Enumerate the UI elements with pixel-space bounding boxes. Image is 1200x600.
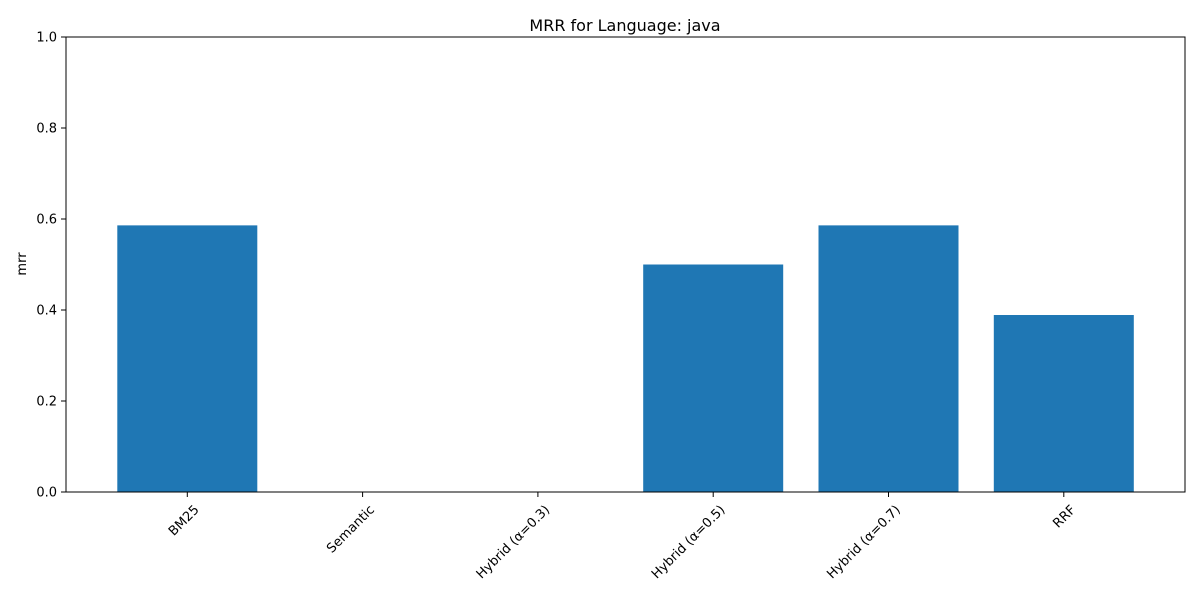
chart-title: MRR for Language: java xyxy=(529,16,720,35)
bars-group xyxy=(117,225,1134,492)
y-tick-label: 1.0 xyxy=(36,31,57,46)
bar-5 xyxy=(993,315,1134,492)
x-tick-label: RRF xyxy=(1050,503,1079,532)
y-tick-label: 0.4 xyxy=(36,304,57,319)
bar-3 xyxy=(643,264,784,492)
x-tick-label: BM25 xyxy=(166,503,203,540)
x-tick-label: Hybrid (α=0.3) xyxy=(474,503,553,582)
y-axis-ticks: 0.0 0.2 0.4 0.6 0.8 1.0 xyxy=(36,31,66,501)
bar-0 xyxy=(117,225,258,492)
plot-frame xyxy=(65,36,1186,493)
x-axis-ticks: BM25 Semantic Hybrid (α=0.3) Hybrid (α=0.5)… xyxy=(166,492,1079,582)
y-tick-label: 0.8 xyxy=(36,122,57,137)
x-tick-label: Hybrid (α=0.7) xyxy=(824,503,903,582)
y-tick-label: 0.6 xyxy=(36,213,57,228)
bar-4 xyxy=(818,225,959,492)
y-tick-label: 0.0 xyxy=(36,486,57,501)
y-axis-label: mrr xyxy=(15,252,30,276)
y-tick-label: 0.2 xyxy=(36,395,57,410)
x-tick-label: Hybrid (α=0.5) xyxy=(649,503,728,582)
x-tick-label: Semantic xyxy=(324,503,378,557)
